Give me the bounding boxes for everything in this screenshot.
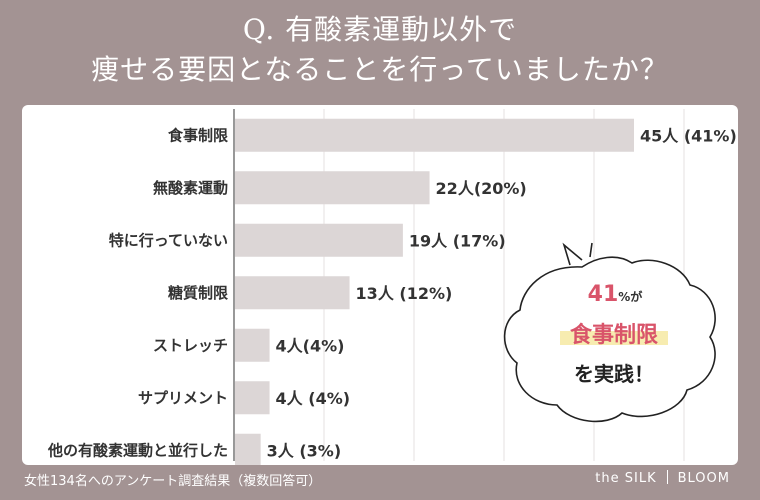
value-label: 13人 (12%) bbox=[356, 284, 453, 303]
bar-5 bbox=[235, 381, 270, 415]
bar-4 bbox=[235, 328, 270, 362]
bars-layer: 食事制限 45人 (41%) 無酸素運動 22人(20%) 特に行っていない 19人 (1… bbox=[47, 118, 737, 465]
bar-6 bbox=[235, 433, 261, 465]
bar-1 bbox=[235, 171, 430, 205]
title-line-1: Q. 有酸素運動以外で bbox=[242, 13, 518, 46]
category-label: 他の有酸素運動と並行した bbox=[47, 441, 228, 459]
brand-right: BLOOM bbox=[677, 471, 730, 486]
category-label: ストレッチ bbox=[153, 336, 228, 354]
bar-0 bbox=[235, 118, 634, 152]
category-label: 糖質制限 bbox=[168, 284, 228, 302]
brand-separator bbox=[666, 470, 668, 484]
value-label: 4人 (4%) bbox=[276, 389, 351, 408]
callout-highlight-marker bbox=[560, 331, 668, 345]
callout-tail bbox=[562, 242, 593, 266]
category-label: 無酸素運動 bbox=[153, 179, 228, 197]
callout-highlight-text: 食事制限 bbox=[570, 322, 658, 348]
title-line-2: 痩せる要因となることを行っていましたか？ bbox=[91, 53, 669, 86]
category-label: 食事制限 bbox=[168, 126, 228, 144]
bar-2 bbox=[235, 223, 403, 257]
bar-3 bbox=[235, 276, 350, 310]
callout-bubble: 41%が 食事制限 を実践！ bbox=[503, 242, 716, 423]
value-label: 19人 (17%) bbox=[409, 231, 506, 250]
callout-ending-text: を実践！ bbox=[574, 362, 654, 386]
value-label: 4人(4%) bbox=[276, 336, 345, 355]
brand-logo: the SILK BLOOM bbox=[595, 470, 730, 486]
chart-panel: 食事制限 45人 (41%) 無酸素運動 22人(20%) 特に行っていない 19人 (1… bbox=[22, 105, 738, 465]
value-label: 22人(20%) bbox=[436, 179, 527, 198]
callout-percent: 41%が bbox=[588, 282, 643, 307]
chart-title: Q. 有酸素運動以外で 痩せる要因となることを行っていましたか？ bbox=[0, 10, 760, 90]
category-label: サプリメント bbox=[138, 389, 228, 407]
brand-left: the SILK bbox=[595, 471, 657, 486]
value-label: 45人 (41%) bbox=[640, 126, 737, 145]
value-label: 3人 (3%) bbox=[267, 441, 342, 460]
bar-chart: 食事制限 45人 (41%) 無酸素運動 22人(20%) 特に行っていない 19人 (1… bbox=[47, 109, 737, 465]
category-label: 特に行っていない bbox=[109, 231, 228, 249]
footer-note: 女性134名へのアンケート調査結果（複数回答可） bbox=[24, 474, 322, 489]
